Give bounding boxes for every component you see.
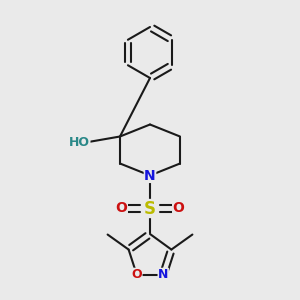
Text: N: N	[144, 169, 156, 182]
Text: S: S	[144, 200, 156, 217]
Text: HO: HO	[69, 136, 90, 149]
Text: O: O	[131, 268, 142, 281]
Text: N: N	[158, 268, 168, 281]
Text: O: O	[116, 202, 128, 215]
Text: O: O	[172, 202, 184, 215]
